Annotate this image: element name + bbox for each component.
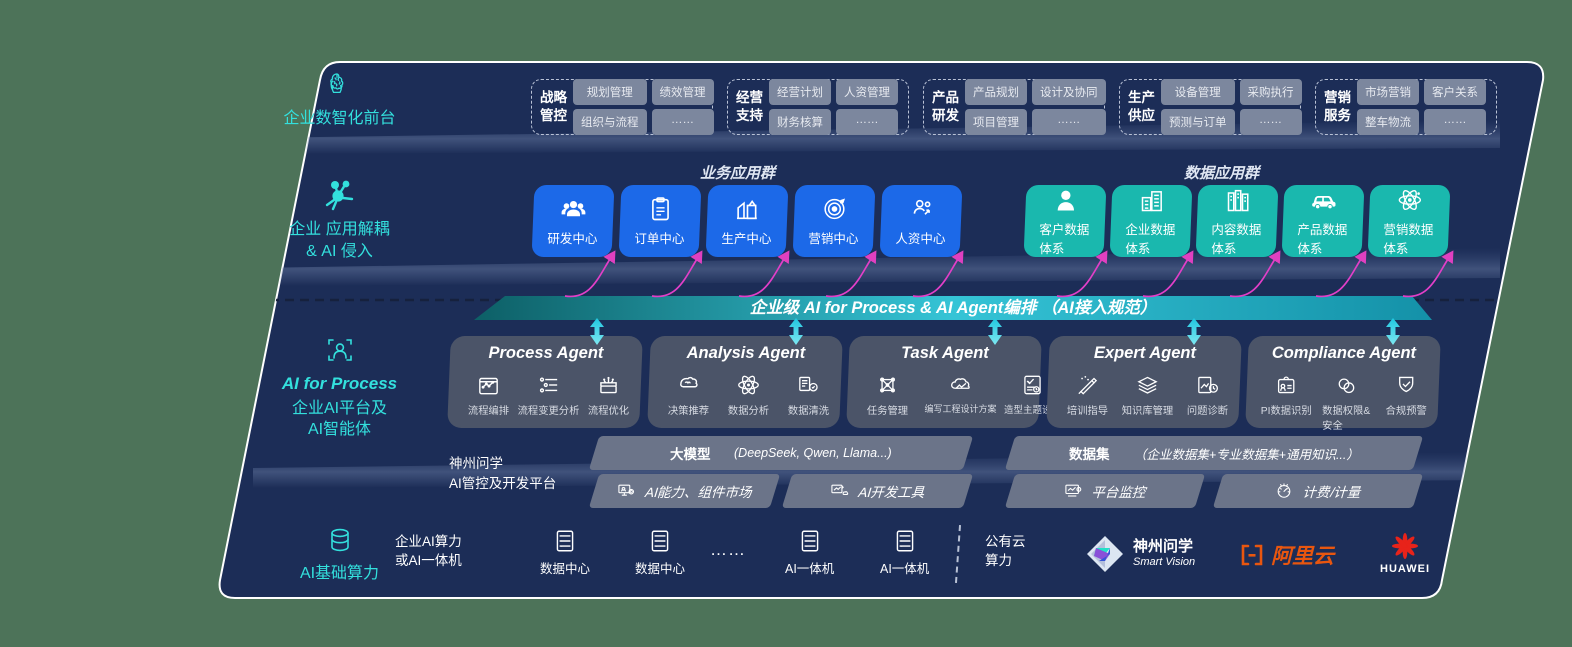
svg-text:企业级 AI for Process & AI Agent编: 企业级 AI for Process & AI Agent编排 （AI接入规范） <box>750 298 1157 317</box>
